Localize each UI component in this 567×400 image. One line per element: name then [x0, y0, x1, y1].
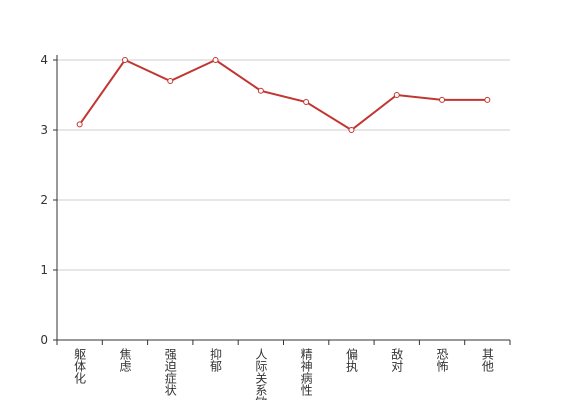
x-tick-label: 敌对: [390, 347, 404, 372]
point: [393, 92, 400, 98]
x-tick-label: 抑郁: [209, 347, 223, 373]
point: [257, 87, 264, 94]
x-tick-label: 偏执: [344, 347, 358, 373]
y-tick-label: 0: [40, 333, 48, 347]
x-tick-label: 其他: [480, 348, 494, 372]
line: [78, 58, 488, 132]
y-tick-label: 4: [40, 53, 48, 67]
point: [167, 78, 174, 84]
point: [212, 57, 219, 63]
x-tick-label: 恐怖: [435, 348, 449, 372]
x-tick-label: 躯体化: [73, 347, 87, 385]
point: [76, 121, 83, 128]
x-tick-label: 人际关系敏感: [254, 348, 268, 400]
x-tick-label: 强迫症状: [163, 348, 177, 396]
point: [439, 96, 446, 103]
point: [121, 57, 128, 63]
y-tick-label: 1: [40, 263, 48, 277]
y-tick-label: 3: [40, 123, 48, 137]
x-tick-label: 焦虑: [118, 348, 132, 372]
x-tick-label: 精神病性: [299, 348, 313, 397]
point: [303, 99, 310, 105]
point: [348, 127, 355, 133]
point: [484, 96, 491, 103]
y-tick-label: 2: [40, 193, 48, 207]
